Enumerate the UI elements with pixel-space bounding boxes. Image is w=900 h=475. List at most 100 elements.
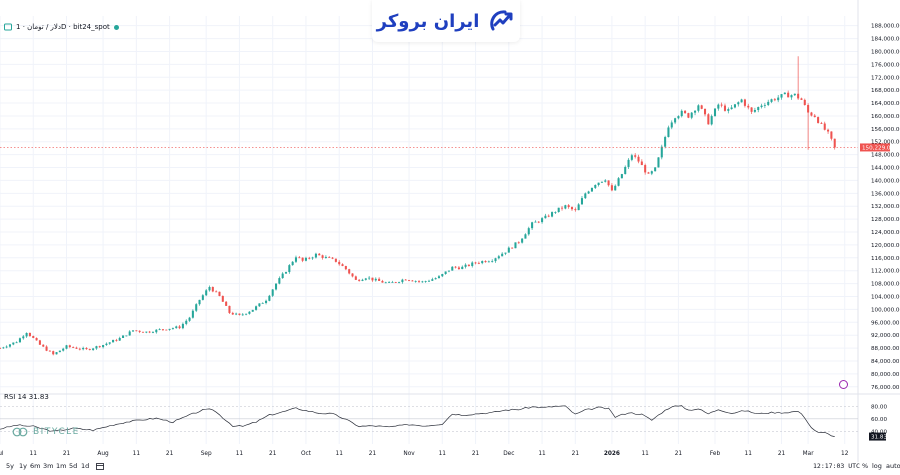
y-tick-label: 80,000.00	[871, 372, 900, 378]
rsi-legend[interactable]: RSI 14 31.83	[4, 393, 49, 401]
candle	[215, 291, 218, 293]
candle	[753, 110, 756, 112]
candle	[541, 218, 544, 223]
chart-type-icon[interactable]	[4, 23, 12, 31]
y-tick-label: 140,000.00	[871, 178, 900, 184]
timeframe-1y[interactable]: 1y	[19, 462, 27, 470]
candle	[384, 282, 387, 284]
candle	[424, 281, 427, 282]
calendar-icon[interactable]	[96, 462, 105, 470]
candle	[328, 256, 331, 258]
candle	[318, 253, 321, 256]
timeframe-5d[interactable]: 5d	[69, 462, 78, 470]
candle	[341, 264, 344, 267]
candle	[288, 265, 291, 273]
x-tick-label: Jul	[0, 451, 4, 457]
auto-toggle[interactable]: auto	[886, 462, 900, 470]
candle	[225, 301, 228, 306]
candle	[783, 92, 786, 95]
candle	[690, 112, 693, 118]
candle	[624, 166, 627, 175]
candle	[680, 110, 683, 117]
candle	[171, 328, 174, 329]
x-tick-label: Feb	[710, 451, 721, 457]
candle	[743, 99, 746, 106]
candle	[454, 266, 457, 268]
candle	[271, 289, 274, 296]
timeframe-1d[interactable]: 1d	[81, 462, 90, 470]
y-tick-label: 184,000.00	[871, 37, 900, 43]
candle	[723, 105, 727, 111]
event-marker-icon[interactable]	[839, 380, 848, 389]
candle	[231, 312, 234, 315]
x-tick-label: Sep	[201, 451, 212, 457]
candle	[195, 304, 198, 311]
candle	[587, 191, 590, 194]
candle	[25, 332, 28, 337]
candle	[833, 138, 836, 148]
candle	[557, 207, 560, 213]
candle	[238, 313, 241, 315]
candle	[165, 329, 168, 331]
candle	[570, 207, 574, 210]
candle	[42, 344, 45, 347]
timeframe-3m[interactable]: 3m	[43, 462, 54, 470]
candle	[5, 346, 8, 348]
candle	[547, 215, 550, 217]
timeframe-5y[interactable]: 5y	[6, 462, 14, 470]
candle	[813, 115, 816, 118]
candle	[790, 95, 793, 98]
market-status-icon	[113, 24, 119, 30]
candle	[371, 277, 374, 281]
rsi-name: RSI 14	[4, 393, 27, 401]
symbol-header[interactable]: دلار / تومان · 1D · bit24_spot	[4, 20, 119, 34]
candle	[52, 351, 55, 355]
candle	[421, 281, 424, 283]
candle	[201, 295, 204, 300]
y-tick-label: 156,000.00	[871, 127, 900, 133]
rsi-legend-value: 31.83	[28, 393, 49, 401]
candle	[361, 279, 364, 281]
candle	[527, 228, 530, 235]
candle	[451, 266, 454, 271]
candle	[760, 105, 763, 108]
y-tick-label: 116,000.00	[871, 256, 900, 262]
timeframe-1m[interactable]: 1m	[56, 462, 67, 470]
y-tick-label: 124,000.00	[871, 230, 900, 236]
percent-toggle[interactable]: %	[862, 462, 869, 470]
timeframe-6m[interactable]: 6m	[30, 462, 41, 470]
candle	[817, 117, 820, 123]
candle	[95, 346, 98, 349]
candle	[354, 276, 357, 280]
candle	[660, 146, 663, 158]
candle	[577, 204, 580, 211]
candle	[381, 280, 384, 283]
candle	[8, 344, 12, 347]
candle	[487, 261, 490, 263]
x-tick-label: 11	[236, 451, 244, 457]
clock[interactable]: 12:17:03 UTC	[813, 462, 860, 470]
candle	[504, 252, 507, 254]
candle	[228, 305, 231, 313]
candle	[404, 279, 407, 281]
y-tick-label: 100,000.00	[871, 307, 900, 313]
candle	[524, 234, 527, 239]
candle	[0, 348, 2, 349]
candle	[198, 299, 201, 305]
candle	[45, 346, 48, 351]
candle	[800, 98, 803, 100]
candle	[58, 350, 61, 353]
candle	[398, 282, 401, 283]
candle	[417, 280, 421, 282]
candle	[757, 107, 760, 111]
log-toggle[interactable]: log	[872, 462, 882, 470]
candle	[55, 352, 58, 355]
candle	[358, 279, 361, 281]
x-tick-label: 21	[269, 451, 277, 457]
candle	[401, 279, 404, 283]
candle	[138, 330, 141, 332]
x-tick-label: Nov	[403, 451, 415, 457]
candle	[62, 348, 65, 351]
